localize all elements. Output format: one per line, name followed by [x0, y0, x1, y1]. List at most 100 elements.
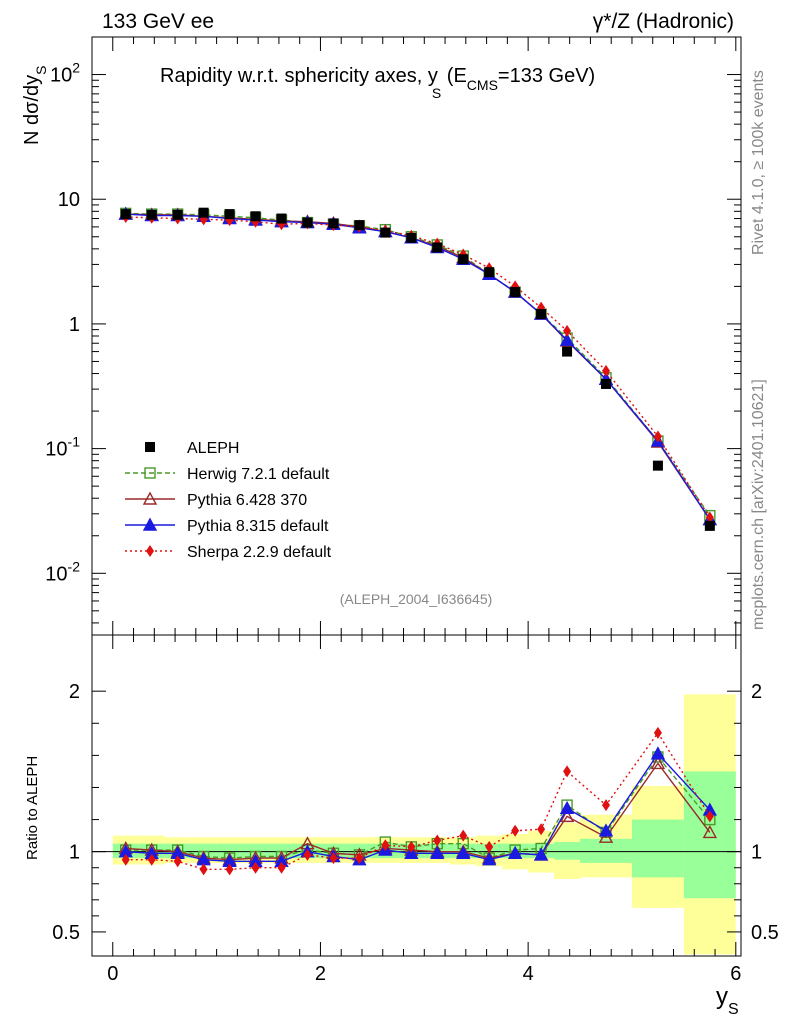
legend-item: Sherpa 2.2.9 default: [125, 544, 332, 561]
plot-title-pre: Rapidity w.r.t. sphericity axes,: [160, 65, 428, 87]
ratio-point: [355, 852, 364, 865]
legend-marker: [145, 442, 155, 452]
legend-label: Sherpa 2.2.9 default: [187, 544, 332, 561]
main-point: [652, 460, 663, 471]
legend-marker: [142, 491, 158, 505]
legend-label: Pythia 8.315 default: [187, 518, 329, 535]
ratio-point: [430, 845, 445, 859]
ratio-point: [485, 840, 494, 853]
ratio-ytick-label-right: 0.5: [751, 922, 779, 944]
main-ytick-label: 1: [69, 314, 80, 336]
legend-marker: [146, 545, 154, 557]
main-point: [406, 232, 417, 243]
main-ytick-label-exp: -2: [68, 558, 81, 574]
ratio-ytick-label-right: 1: [751, 842, 762, 864]
legend-label: ALEPH: [187, 440, 239, 457]
main-point: [602, 364, 611, 377]
ratio-xtick-label: 4: [523, 963, 534, 985]
main-point: [172, 209, 183, 220]
ratio-point: [511, 824, 520, 837]
rivet-version-label: Rivet 4.1.0, ≥ 100k events: [750, 70, 767, 255]
main-ytick-label-base: 10: [45, 563, 67, 585]
ratio-point: [559, 808, 575, 823]
main-point: [380, 227, 391, 238]
ratio-point: [559, 800, 575, 815]
ratio-panel: 0.5 0.5 1 1 2 2 0 2 4 6: [52, 634, 779, 985]
main-ytick-label: 10: [58, 189, 80, 211]
main-point: [601, 378, 612, 389]
ratio-point: [602, 799, 611, 812]
main-point: [354, 220, 365, 231]
main-ytick-label: 10-2: [45, 558, 80, 585]
main-point: [432, 242, 443, 253]
mcplots-label: mcplots.cern.ch [arXiv:2401.10621]: [750, 379, 767, 630]
legend-marker: [142, 517, 158, 531]
plot-title-y-sub: S: [432, 85, 441, 101]
main-point: [302, 217, 313, 228]
main-point: [563, 324, 572, 337]
ratio-point: [507, 845, 523, 859]
ratio-point: [533, 847, 549, 861]
ratio-ytick-label: 2: [69, 681, 80, 703]
ratio-ytick-label-right: 2: [751, 681, 762, 703]
legend: ALEPH Herwig 7.2.1 default Pythia 6.428 37…: [125, 440, 332, 561]
main-point: [562, 346, 573, 357]
ratio-bands: [112, 694, 736, 955]
main-point: [120, 209, 131, 220]
header-left: 133 GeV ee: [102, 10, 214, 33]
legend-item: Herwig 7.2.1 default: [125, 466, 330, 483]
ratio-xtick-label: 6: [730, 963, 741, 985]
legend-item: Pythia 8.315 default: [125, 517, 329, 535]
main-point: [704, 520, 715, 531]
ratio-point: [199, 863, 208, 876]
ratio-point: [598, 823, 614, 837]
ratio-point: [653, 726, 662, 739]
ratio-ylabel: Ratio to ALEPH: [24, 756, 41, 860]
plot-title-post: =133 GeV): [498, 65, 595, 87]
plot-title-y: y: [428, 65, 438, 87]
main-point: [510, 287, 521, 298]
ratio-point: [225, 863, 234, 876]
ratio-point: [456, 845, 471, 859]
legend-label: Pythia 6.428 370: [187, 492, 307, 509]
plot-title-cms-sub: CMS: [467, 77, 498, 93]
ratio-point: [598, 829, 614, 843]
main-point: [276, 213, 287, 224]
main-point: [484, 267, 495, 278]
ratio-band-stat: [554, 842, 581, 860]
ratio-point: [251, 861, 260, 874]
ratio-xlabel-sub: S: [728, 1001, 739, 1018]
ratio-point: [121, 853, 130, 866]
main-ytick-label: 102: [50, 60, 80, 87]
main-point: [653, 430, 662, 443]
main-point: [328, 218, 339, 229]
ratio-xtick-label: 0: [107, 963, 118, 985]
ratio-point: [303, 848, 312, 861]
ratio-series-3: [121, 726, 714, 876]
main-ytick-label-exp: 2: [72, 60, 80, 76]
main-ylabel-sub: S: [33, 66, 49, 75]
ratio-point: [381, 839, 390, 852]
plot-title-open: (E: [441, 65, 467, 87]
ratio-point: [537, 823, 546, 836]
main-ylabel: N dσ/dyS: [21, 66, 49, 146]
ratio-point: [329, 852, 338, 865]
legend-marker: [144, 467, 156, 479]
ratio-xlabel-text: y: [716, 983, 728, 1010]
ratio-point: [277, 861, 286, 874]
main-point: [198, 207, 209, 218]
ratio-point: [147, 853, 156, 866]
main-point: [146, 209, 157, 220]
ratio-point: [173, 855, 182, 868]
ratio-xtick-label: 2: [315, 963, 326, 985]
ratio-point: [482, 852, 497, 866]
ratio-point: [563, 765, 572, 778]
main-point: [705, 511, 714, 524]
ratio-point: [702, 824, 718, 839]
ratio-band-stat: [683, 771, 736, 899]
ratio-band-stat: [216, 843, 243, 859]
legend-item: ALEPH: [145, 440, 239, 457]
main-ytick-label-exp: -1: [68, 434, 81, 450]
